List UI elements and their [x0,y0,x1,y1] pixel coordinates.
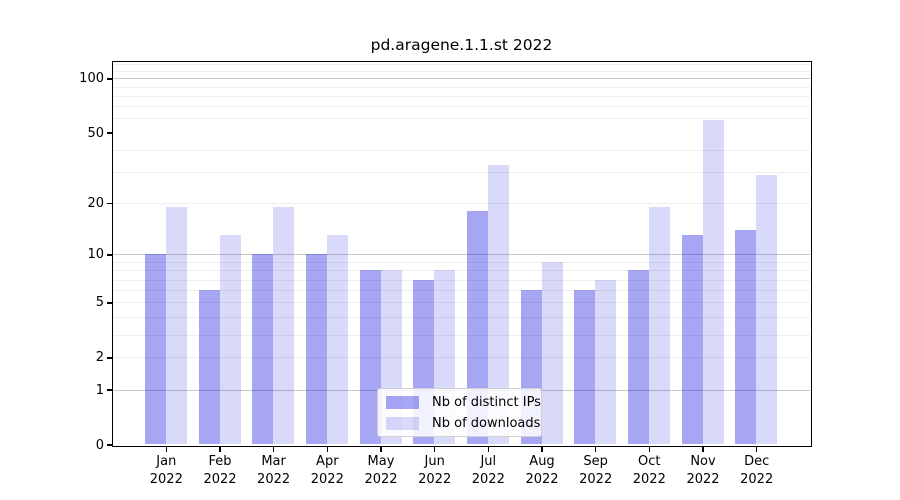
y-tick-mark [106,132,112,134]
x-tick-mark [487,446,490,452]
bar-downloads [648,206,670,445]
x-tick-mark [326,446,329,452]
gridline-minor [112,86,810,88]
y-tick-mark [106,357,112,359]
y-tick-mark [106,254,112,256]
x-tick-label: Mar 2022 [257,454,291,487]
x-tick-mark [755,446,758,452]
bar-downloads [326,235,348,445]
bar-downloads [595,279,617,445]
gridline-minor [112,118,810,120]
bar-distinct-ips [466,210,488,445]
gridline-minor [112,64,810,66]
y-tick-label: 10 [87,247,104,263]
x-tick-mark [648,446,651,452]
bar-distinct-ips [305,254,327,445]
bar-downloads [165,206,187,445]
y-tick-label: 5 [95,295,104,311]
y-tick-mark [106,389,112,391]
x-tick-label: Oct 2022 [632,454,666,487]
bar-distinct-ips [574,290,596,445]
gridline-minor [112,261,810,263]
bar-distinct-ips [252,254,274,445]
legend-swatch-downloads [386,416,419,430]
legend-swatch-distinct-ips [386,395,419,409]
y-tick-label: 2 [95,350,104,366]
bar-distinct-ips [735,229,757,445]
gridline-minor [112,106,810,108]
gridline-major [112,254,810,256]
chart-title: pd.aragene.1.1.st 2022 [370,36,553,54]
gridline-minor [112,95,810,97]
x-tick-label: Feb 2022 [203,454,237,487]
legend-item-downloads: Nb of downloads [386,416,540,431]
gridline-minor [112,302,810,304]
x-tick-mark [380,446,382,452]
legend-label-downloads: Nb of downloads [432,415,541,431]
bar-distinct-ips [198,290,220,445]
y-tick-label: 100 [79,71,104,87]
gridline-minor [112,70,810,72]
y-tick-label: 50 [87,125,104,141]
gridline-major [112,78,810,80]
gridline-minor [112,279,810,281]
gridline-minor [112,172,810,174]
x-tick-mark [165,446,168,452]
bar-downloads [541,261,563,445]
gridline-minor [112,270,810,272]
x-tick-mark [541,446,543,452]
x-tick-label: Jan 2022 [149,454,183,487]
gridline-minor [112,316,810,318]
gridline-minor [112,203,810,204]
x-tick-label: Dec 2022 [740,454,774,487]
bar-downloads [273,206,295,445]
bar-downloads [756,174,778,445]
x-tick-mark [594,446,597,452]
bar-downloads [487,164,509,445]
gridline-minor [112,290,810,292]
bar-distinct-ips [627,270,649,445]
x-tick-mark [272,446,275,452]
x-tick-label: Sep 2022 [579,454,613,487]
x-tick-mark [219,446,221,452]
y-tick-mark [106,444,112,446]
legend-item-distinct-ips: Nb of distinct IPs [386,395,541,410]
x-tick-label: Apr 2022 [310,454,344,487]
x-tick-label: Nov 2022 [686,454,720,487]
y-tick-label: 20 [87,196,104,211]
gridline-minor [112,357,810,359]
x-tick-label: Jul 2022 [471,454,505,487]
bar-distinct-ips [359,270,381,445]
y-tick-mark [106,302,112,304]
gridline-minor [112,149,810,151]
y-tick-label: 1 [95,382,104,398]
x-tick-label: Aug 2022 [525,454,559,487]
bar-downloads [219,235,241,445]
y-tick-mark [106,78,112,80]
y-tick-label: 0 [95,437,104,453]
bar-downloads [702,119,724,445]
gridline-minor [112,334,810,336]
y-tick-mark [106,202,112,205]
bar-distinct-ips [144,254,166,445]
x-tick-mark [433,446,436,452]
x-tick-label: Jun 2022 [418,454,452,487]
x-tick-label: May 2022 [364,454,398,487]
legend-label-distinct-ips: Nb of distinct IPs [432,394,541,410]
legend: Nb of distinct IPs Nb of downloads [377,388,542,437]
x-tick-mark [702,446,704,452]
bar-distinct-ips [681,235,703,445]
